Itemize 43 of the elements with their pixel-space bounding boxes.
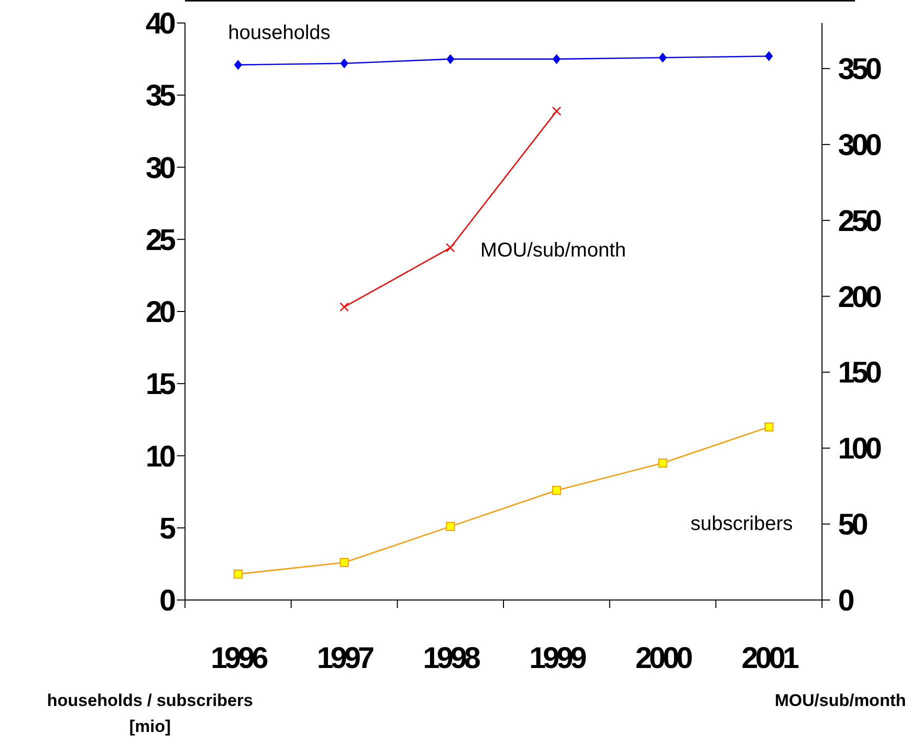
x-tick-label: 1996	[210, 642, 268, 675]
x-tick-label: 2001	[742, 642, 799, 675]
point	[446, 54, 454, 64]
y-tick-label: 5	[159, 512, 176, 546]
point	[552, 106, 562, 116]
y-axis-title: households / subscribers [mio]	[47, 691, 253, 736]
point	[552, 486, 562, 495]
y2-tick-label: 150	[838, 356, 882, 390]
x-tick-label: 2000	[635, 642, 692, 675]
point	[658, 52, 667, 63]
point	[340, 58, 348, 68]
x-tick-label: 1999	[529, 642, 586, 675]
y-tick-label: 30	[146, 152, 176, 185]
y2-tick-label: 300	[838, 128, 882, 162]
point	[658, 458, 668, 468]
y2-tick-label: 0	[838, 584, 854, 618]
x-tick-label: 1998	[423, 642, 480, 675]
point	[446, 522, 455, 531]
point	[234, 60, 242, 70]
point	[234, 570, 243, 579]
y-tick-label: 40	[146, 8, 176, 40]
y2-tick-label: 350	[838, 53, 882, 86]
y-tick-label: 15	[146, 368, 176, 402]
point	[340, 302, 349, 312]
y-tick-label: 35	[146, 80, 176, 113]
y-tick-label: 20	[146, 296, 176, 329]
y2-tick-label: 250	[838, 204, 882, 238]
y2-tick-label: 50	[838, 508, 868, 542]
text: subscribers	[690, 512, 793, 535]
y2-axis-title: MOU/sub/month	[774, 691, 906, 710]
series-label: MOU/sub/month	[480, 240, 626, 262]
point	[764, 51, 773, 62]
y-tick-label: 25	[146, 224, 176, 257]
y2-tick-label: 200	[838, 280, 882, 314]
point	[446, 243, 456, 252]
y-tick-label: 0	[159, 584, 176, 618]
point	[340, 558, 349, 567]
y-tick-label: 10	[146, 440, 176, 474]
point	[552, 54, 561, 64]
series-label: households	[228, 22, 330, 44]
x-tick-label: 1997	[316, 642, 374, 675]
y2-tick-label: 100	[838, 432, 882, 466]
point	[764, 422, 774, 432]
